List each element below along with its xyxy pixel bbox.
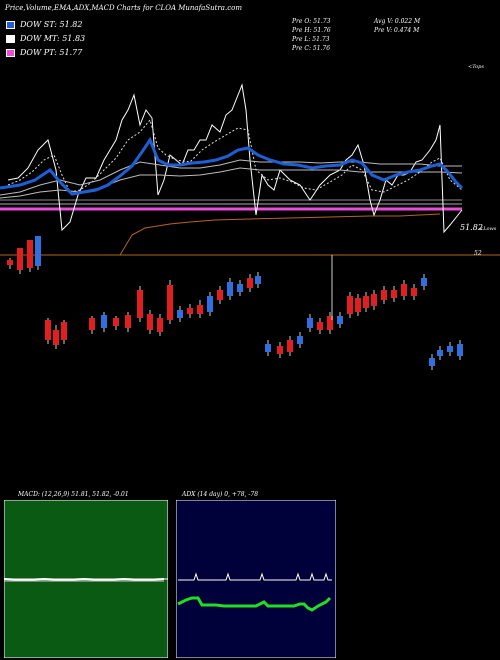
candle-body	[371, 294, 377, 306]
candle-body	[187, 308, 193, 314]
candle-body	[287, 340, 293, 352]
macd-panel	[4, 500, 168, 658]
ema-grey-line-2	[0, 167, 463, 199]
candle-body	[327, 316, 333, 330]
page-title: Price,Volume,EMA,ADX,MACD Charts for CLO…	[5, 4, 242, 12]
tops-label: <Tops	[468, 64, 484, 70]
candle-body	[61, 322, 67, 340]
candle-body	[227, 282, 233, 296]
candle-body	[421, 278, 427, 286]
support-step-line	[119, 213, 441, 256]
ema-st-line	[0, 136, 464, 196]
candle-body	[217, 290, 223, 300]
adx-panel	[176, 500, 336, 658]
candle-body	[89, 318, 95, 330]
legend-label: DOW MT: 51.83	[20, 34, 86, 43]
macd-title: MACD: (12,26,9) 51.81, 51.82, -0.01	[18, 491, 129, 498]
candle-body	[347, 296, 353, 314]
stat-pre-close: Pre C: 51.76	[292, 45, 331, 52]
candle-body	[45, 320, 51, 340]
candle-body	[265, 344, 271, 352]
adx-line	[178, 572, 332, 581]
stat-pre-high: Pre H: 51.76	[292, 27, 331, 34]
candle-body	[277, 346, 283, 354]
legend-swatch	[6, 48, 15, 57]
candle-body	[197, 305, 203, 314]
candle-body	[207, 296, 213, 312]
candle-body	[177, 310, 183, 318]
price-level-label: 52	[474, 250, 482, 257]
legend-label: DOW ST: 51.82	[20, 20, 83, 29]
candle-body	[17, 248, 23, 270]
candle-body	[53, 330, 59, 345]
candle-body	[363, 296, 369, 308]
candle-body	[247, 278, 253, 288]
candle-body	[27, 240, 33, 268]
candle-body	[429, 358, 435, 366]
price-close-line	[7, 83, 463, 234]
candle-body	[355, 298, 361, 312]
candle-body	[401, 284, 407, 296]
candle-body	[35, 236, 41, 266]
stat-pre-open: Pre O: 51.73	[292, 18, 331, 25]
lows-label: <Lows	[479, 226, 497, 232]
candle-body	[167, 285, 173, 320]
stat-pre-volume: Pre V: 0.474 M	[374, 27, 420, 34]
ema-dashed-line	[7, 118, 463, 193]
adx-title: ADX (14 day) 0, +78, -78	[182, 491, 259, 498]
candle-body	[411, 288, 417, 296]
stat-pre-low: Pre L: 51.73	[292, 36, 330, 43]
legend-swatch	[6, 20, 15, 29]
candle-body	[391, 290, 397, 298]
candle-body	[7, 260, 13, 265]
candle-body	[447, 346, 453, 352]
candle-body	[437, 350, 443, 356]
candle-body	[337, 316, 343, 324]
candle-body	[237, 284, 243, 292]
macd-line	[4, 577, 165, 582]
adx-background	[176, 500, 336, 658]
price-current-label: 51.82	[460, 223, 483, 232]
candle-body	[137, 290, 143, 318]
candle-body	[157, 318, 163, 332]
candle-body	[381, 290, 387, 300]
candle-body	[307, 318, 313, 328]
legend-swatch	[6, 34, 15, 43]
legend-dow-pt: DOW PT: 51.77	[6, 48, 82, 57]
candle-body	[125, 315, 131, 328]
price-chart	[0, 83, 500, 370]
legend-label: DOW PT: 51.77	[20, 48, 83, 57]
ema-grey-line	[0, 159, 462, 196]
candle-body	[101, 315, 107, 328]
legend-dow-st: DOW ST: 51.82	[6, 20, 82, 29]
adx-plus-di-line	[177, 596, 332, 612]
candle-body	[147, 314, 153, 330]
candle-body	[297, 336, 303, 344]
candle-body	[255, 276, 261, 284]
stat-avg-volume: Avg V: 0.022 M	[374, 18, 421, 25]
legend-dow-mt: DOW MT: 51.83	[6, 34, 85, 43]
candle-body	[113, 318, 119, 326]
candle-body	[457, 344, 463, 356]
candle-body	[317, 322, 323, 330]
